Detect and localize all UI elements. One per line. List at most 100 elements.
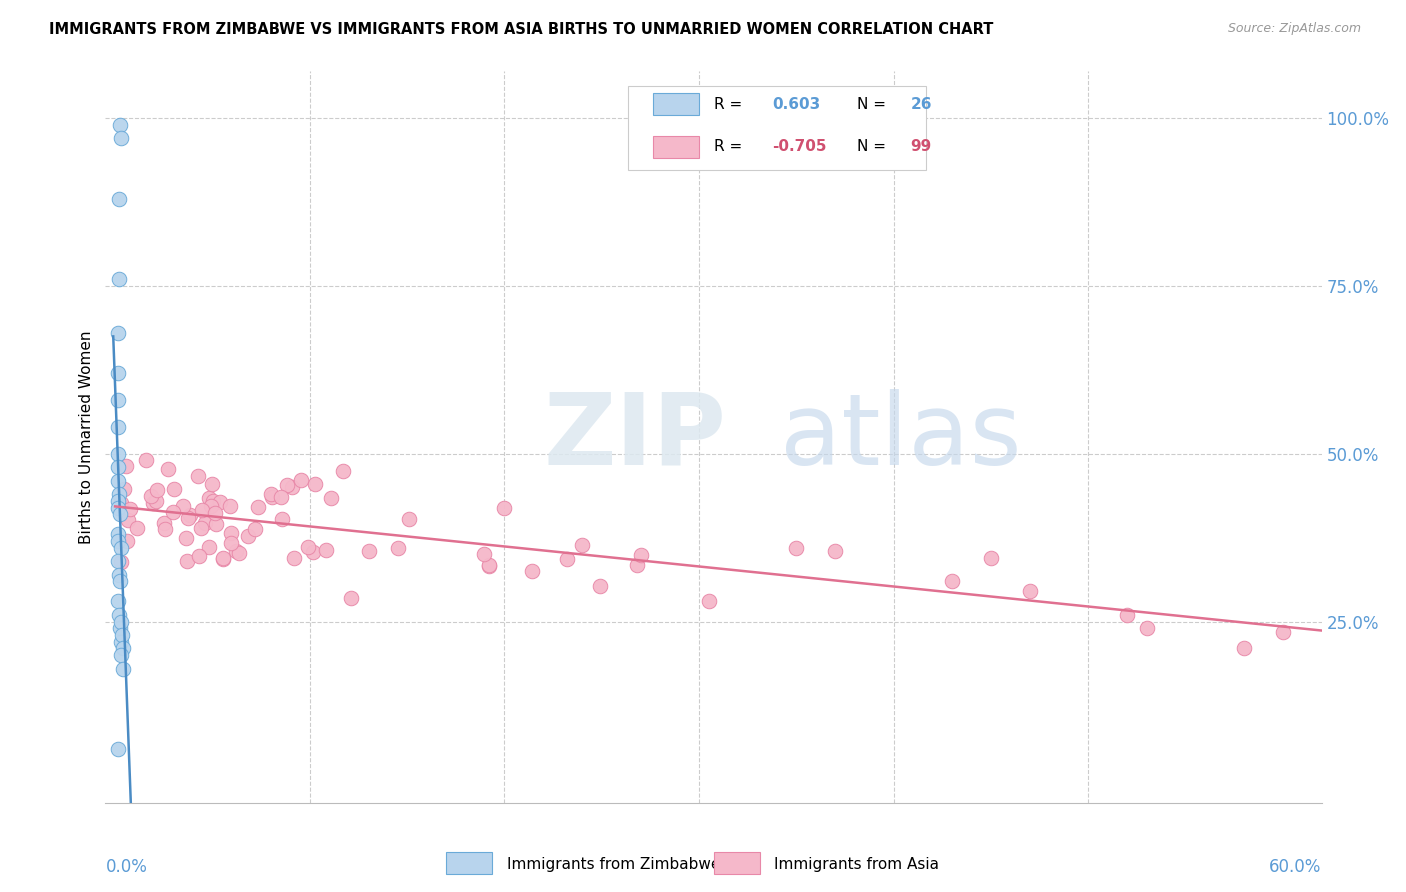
Point — [202, 494, 225, 508]
Point — [1018, 584, 1040, 599]
Point — [387, 541, 409, 556]
Point — [1135, 621, 1157, 635]
Point — [107, 527, 129, 541]
Point — [212, 551, 235, 566]
Point — [107, 474, 129, 488]
Point — [281, 480, 304, 494]
Point — [260, 487, 283, 501]
Point — [555, 552, 578, 566]
Text: R =: R = — [713, 139, 747, 154]
FancyBboxPatch shape — [713, 852, 759, 874]
Point — [571, 538, 593, 552]
Point — [260, 490, 283, 504]
Text: 0.0%: 0.0% — [105, 858, 148, 876]
Point — [219, 525, 242, 540]
Text: atlas: atlas — [780, 389, 1022, 485]
Point — [127, 521, 149, 535]
Point — [174, 531, 197, 545]
Point — [1271, 624, 1294, 639]
Point — [108, 574, 131, 589]
Point — [283, 550, 305, 565]
Point — [271, 512, 294, 526]
FancyBboxPatch shape — [446, 852, 492, 874]
Point — [107, 272, 129, 286]
Point — [179, 508, 201, 522]
Point — [117, 513, 139, 527]
Point — [110, 634, 132, 648]
Point — [155, 522, 177, 536]
Point — [315, 543, 337, 558]
Text: -0.705: -0.705 — [772, 139, 827, 154]
Text: N =: N = — [858, 139, 891, 154]
Point — [153, 516, 176, 531]
Point — [520, 564, 543, 578]
Point — [107, 447, 129, 461]
Point — [304, 476, 326, 491]
Point — [110, 615, 132, 629]
Point — [114, 458, 136, 473]
Point — [110, 555, 132, 569]
Point — [108, 607, 131, 622]
Point — [200, 499, 222, 513]
Point — [107, 594, 129, 608]
Point — [108, 118, 131, 132]
Point — [340, 591, 363, 605]
Point — [270, 491, 292, 505]
Point — [697, 594, 720, 608]
Point — [630, 548, 652, 562]
Point — [107, 742, 129, 756]
Point — [111, 662, 134, 676]
Point — [1116, 607, 1139, 622]
FancyBboxPatch shape — [652, 94, 699, 115]
Point — [321, 491, 343, 505]
Point — [588, 579, 610, 593]
Point — [107, 420, 129, 434]
Point — [112, 483, 135, 497]
Point — [209, 494, 232, 508]
Point — [201, 477, 224, 491]
Point — [494, 500, 516, 515]
Point — [478, 558, 501, 573]
Point — [980, 550, 1002, 565]
Point — [157, 462, 180, 476]
Point — [110, 648, 132, 662]
Point — [290, 474, 312, 488]
Point — [108, 567, 131, 582]
Point — [108, 508, 131, 522]
Point — [1233, 641, 1256, 656]
Point — [302, 545, 325, 559]
Point — [198, 491, 221, 506]
Point — [107, 460, 129, 475]
Point — [139, 489, 162, 503]
Point — [219, 536, 242, 550]
Point — [115, 533, 138, 548]
Point — [107, 393, 129, 408]
Point — [107, 500, 129, 515]
Point — [398, 512, 420, 526]
Point — [212, 551, 235, 566]
Point — [110, 496, 132, 510]
FancyBboxPatch shape — [652, 136, 699, 158]
Y-axis label: Births to Unmarried Women: Births to Unmarried Women — [79, 330, 94, 544]
Point — [824, 544, 846, 558]
Point — [107, 493, 129, 508]
Point — [357, 544, 380, 558]
Text: N =: N = — [858, 96, 891, 112]
Text: 60.0%: 60.0% — [1270, 858, 1322, 876]
Point — [187, 549, 209, 564]
Point — [332, 464, 354, 478]
Point — [236, 529, 259, 543]
Point — [198, 540, 221, 554]
Point — [146, 483, 169, 497]
Point — [135, 453, 157, 467]
Text: 99: 99 — [911, 139, 932, 154]
Point — [107, 487, 129, 501]
Point — [163, 483, 186, 497]
Point — [110, 131, 132, 145]
Text: Immigrants from Zimbabwe: Immigrants from Zimbabwe — [506, 857, 720, 872]
Point — [190, 521, 212, 535]
Text: Source: ZipAtlas.com: Source: ZipAtlas.com — [1227, 22, 1361, 36]
Text: Immigrants from Asia: Immigrants from Asia — [775, 857, 939, 872]
Text: 0.603: 0.603 — [772, 96, 820, 112]
Point — [120, 502, 142, 516]
